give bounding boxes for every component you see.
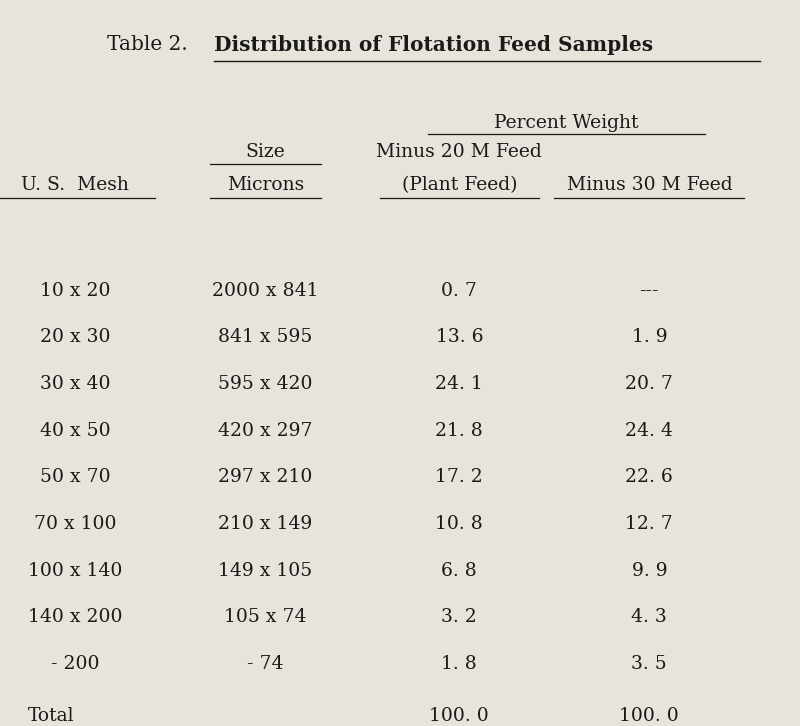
Text: 70 x 100: 70 x 100: [34, 515, 117, 533]
Text: 0. 7: 0. 7: [442, 282, 478, 300]
Text: 22. 6: 22. 6: [626, 468, 674, 486]
Text: 40 x 50: 40 x 50: [40, 422, 110, 440]
Text: Size: Size: [246, 143, 286, 161]
Text: 12. 7: 12. 7: [626, 515, 674, 533]
Text: 210 x 149: 210 x 149: [218, 515, 313, 533]
Text: 140 x 200: 140 x 200: [28, 608, 122, 627]
Text: 841 x 595: 841 x 595: [218, 328, 313, 346]
Text: 10 x 20: 10 x 20: [40, 282, 110, 300]
Text: 24. 4: 24. 4: [626, 422, 674, 440]
Text: - 74: - 74: [247, 655, 284, 673]
Text: Table 2.: Table 2.: [107, 35, 188, 54]
Text: U. S.  Mesh: U. S. Mesh: [22, 176, 130, 194]
Text: 21. 8: 21. 8: [435, 422, 483, 440]
Text: (Plant Feed): (Plant Feed): [402, 176, 517, 194]
Text: 9. 9: 9. 9: [631, 562, 667, 579]
Text: 297 x 210: 297 x 210: [218, 468, 313, 486]
Text: 17. 2: 17. 2: [435, 468, 483, 486]
Text: 420 x 297: 420 x 297: [218, 422, 313, 440]
Text: 2000 x 841: 2000 x 841: [212, 282, 318, 300]
Text: 13. 6: 13. 6: [436, 328, 483, 346]
Text: 20. 7: 20. 7: [626, 375, 674, 393]
Text: Minus 20 M Feed: Minus 20 M Feed: [377, 143, 542, 161]
Text: 595 x 420: 595 x 420: [218, 375, 313, 393]
Text: 100. 0: 100. 0: [430, 707, 490, 725]
Text: 1. 9: 1. 9: [631, 328, 667, 346]
Text: 100 x 140: 100 x 140: [28, 562, 122, 579]
Text: 6. 8: 6. 8: [442, 562, 478, 579]
Text: Percent Weight: Percent Weight: [494, 114, 638, 132]
Text: 100. 0: 100. 0: [619, 707, 679, 725]
Text: Distribution of Flotation Feed Samples: Distribution of Flotation Feed Samples: [214, 35, 653, 55]
Text: 30 x 40: 30 x 40: [40, 375, 110, 393]
Text: Total: Total: [28, 707, 74, 725]
Text: 3. 2: 3. 2: [442, 608, 478, 627]
Text: 3. 5: 3. 5: [631, 655, 667, 673]
Text: 105 x 74: 105 x 74: [224, 608, 306, 627]
Text: 149 x 105: 149 x 105: [218, 562, 313, 579]
Text: 20 x 30: 20 x 30: [40, 328, 110, 346]
Text: ---: ---: [640, 282, 659, 300]
Text: 24. 1: 24. 1: [435, 375, 483, 393]
Text: Minus 30 M Feed: Minus 30 M Feed: [566, 176, 732, 194]
Text: 1. 8: 1. 8: [442, 655, 478, 673]
Text: - 200: - 200: [51, 655, 100, 673]
Text: 50 x 70: 50 x 70: [40, 468, 110, 486]
Text: 4. 3: 4. 3: [631, 608, 667, 627]
Text: 10. 8: 10. 8: [435, 515, 483, 533]
Text: Microns: Microns: [226, 176, 304, 194]
